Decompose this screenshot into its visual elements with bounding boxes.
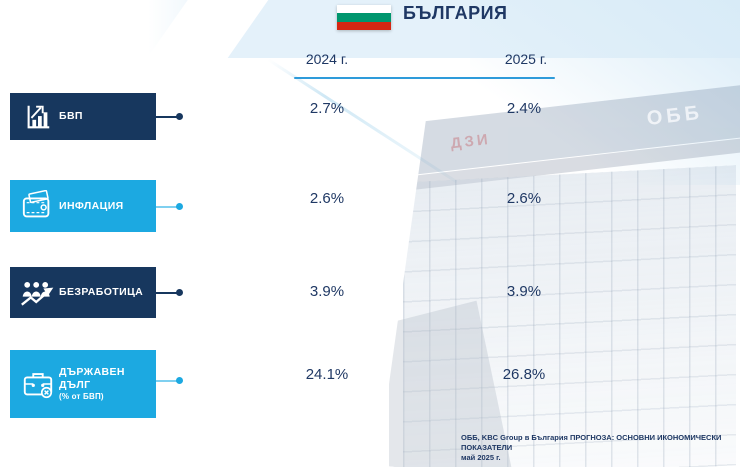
indicator-label-debt-text: ДЪРЖАВЕН ДЪЛГ <box>59 366 125 391</box>
value-unemployment-2025: 3.9% <box>506 283 542 300</box>
connector-dot <box>176 289 183 296</box>
indicator-label-gdp: БВП <box>59 110 83 123</box>
connector-line <box>156 380 177 382</box>
value-debt-2024: 24.1% <box>305 366 349 383</box>
bulgaria-flag-icon <box>337 5 391 30</box>
connector-line <box>156 206 177 208</box>
column-header-2025: 2025 г. <box>504 51 548 67</box>
connector-line <box>156 292 177 294</box>
people-growth-icon <box>17 278 59 308</box>
wallet-icon <box>17 190 59 222</box>
bar-chart-growth-icon <box>17 102 59 132</box>
column-header-underline <box>294 77 555 79</box>
flag-stripe-red <box>337 21 391 30</box>
indicator-box-inflation: ИНФЛАЦИЯ <box>10 180 156 232</box>
value-inflation-2025: 2.6% <box>506 190 542 207</box>
value-unemployment-2024: 3.9% <box>309 283 345 300</box>
footer-source-line: ОББ, KBC Group в България ПРОГНОЗА: ОСНО… <box>461 433 722 453</box>
background-building-photo: ДЗИ ОББ <box>377 70 740 467</box>
indicator-box-debt: ДЪРЖАВЕН ДЪЛГ (% от БВП) <box>10 350 156 418</box>
footer-source: ОББ, KBC Group в България ПРОГНОЗА: ОСНО… <box>461 433 733 463</box>
building-sign-dzi: ДЗИ <box>449 130 492 153</box>
value-debt-2025: 26.8% <box>502 366 546 383</box>
indicator-label-unemployment: БЕЗРАБОТИЦА <box>59 286 144 299</box>
indicator-box-gdp: БВП <box>10 93 156 140</box>
footer-date-line: май 2025 г. <box>461 453 501 463</box>
value-inflation-2024: 2.6% <box>309 190 345 207</box>
connector-dot <box>176 377 183 384</box>
indicator-label-inflation: ИНФЛАЦИЯ <box>59 199 124 212</box>
value-gdp-2025: 2.4% <box>506 100 542 117</box>
indicator-box-unemployment: БЕЗРАБОТИЦА <box>10 267 156 318</box>
indicator-label-debt: ДЪРЖАВЕН ДЪЛГ (% от БВП) <box>59 366 156 402</box>
value-gdp-2024: 2.7% <box>309 100 345 117</box>
page-title: БЪЛГАРИЯ <box>403 3 508 23</box>
connector-dot <box>176 113 183 120</box>
briefcase-debt-icon <box>17 368 59 400</box>
indicator-sublabel-debt: (% от БВП) <box>59 392 104 402</box>
flag-stripe-green <box>337 13 391 22</box>
connector-dot <box>176 203 183 210</box>
column-header-2024: 2024 г. <box>305 51 349 67</box>
background-sky-wedge <box>470 0 740 185</box>
connector-line <box>156 116 177 118</box>
building-sign-ubb: ОББ <box>645 101 705 130</box>
flag-stripe-white <box>337 5 391 14</box>
